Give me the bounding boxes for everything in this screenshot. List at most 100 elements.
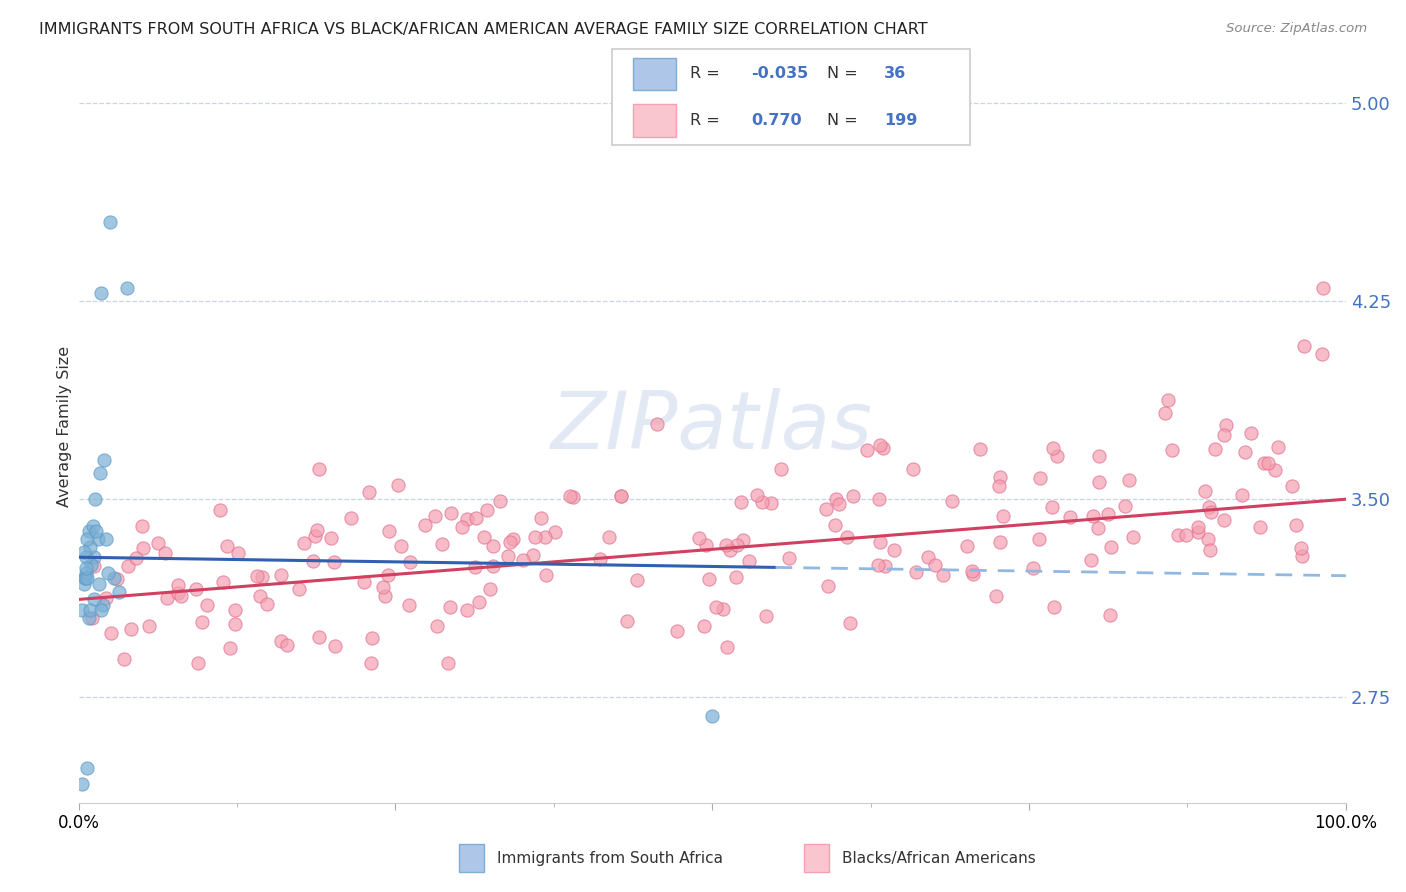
Point	[841, 490, 863, 504]
Point	[1187, 520, 1209, 534]
Point	[738, 554, 761, 568]
Point	[117, 558, 139, 573]
Point	[828, 497, 851, 511]
Point	[304, 529, 326, 543]
Point	[212, 575, 235, 590]
Point	[94, 591, 117, 605]
Point	[184, 582, 207, 596]
Point	[83, 558, 105, 573]
Text: R =: R =	[690, 113, 720, 128]
Point	[1230, 488, 1253, 502]
Point	[82, 518, 104, 533]
Point	[815, 501, 838, 516]
Text: 36: 36	[884, 66, 907, 81]
Point	[598, 530, 620, 544]
Text: 0.770: 0.770	[751, 113, 801, 128]
Point	[75, 561, 97, 575]
Point	[1028, 533, 1050, 547]
Point	[89, 466, 111, 480]
Point	[1199, 543, 1222, 558]
Point	[697, 573, 720, 587]
Point	[704, 600, 727, 615]
Point	[1285, 517, 1308, 532]
Point	[465, 510, 488, 524]
Point	[1174, 527, 1197, 541]
Point	[479, 582, 502, 596]
Point	[72, 603, 94, 617]
Point	[86, 524, 108, 538]
Point	[558, 489, 581, 503]
Point	[246, 568, 269, 582]
Point	[440, 506, 463, 520]
Point	[361, 631, 384, 645]
Point	[1291, 549, 1313, 564]
Point	[91, 598, 114, 612]
Y-axis label: Average Family Size: Average Family Size	[58, 346, 72, 508]
Point	[1080, 553, 1102, 567]
Point	[1097, 507, 1119, 521]
Point	[755, 609, 778, 624]
Point	[190, 615, 212, 629]
Point	[512, 553, 534, 567]
Point	[751, 495, 773, 509]
Point	[319, 531, 342, 545]
Point	[83, 592, 105, 607]
Point	[371, 580, 394, 594]
Point	[155, 591, 177, 606]
Point	[1199, 505, 1222, 519]
Point	[988, 535, 1011, 549]
Point	[73, 571, 96, 585]
Point	[824, 518, 846, 533]
Point	[589, 552, 612, 566]
Point	[536, 568, 558, 582]
Point	[1187, 524, 1209, 539]
Point	[96, 532, 118, 546]
Point	[778, 551, 800, 566]
Point	[733, 533, 755, 547]
Point	[100, 625, 122, 640]
Point	[1267, 440, 1289, 454]
Point	[86, 532, 108, 546]
Point	[115, 281, 138, 295]
Point	[883, 542, 905, 557]
Text: Immigrants from South Africa: Immigrants from South Africa	[496, 851, 723, 865]
Point	[745, 488, 768, 502]
Point	[72, 576, 94, 591]
Point	[432, 537, 454, 551]
Point	[80, 611, 103, 625]
Point	[219, 640, 242, 655]
Point	[125, 551, 148, 566]
Point	[325, 639, 347, 653]
Point	[1029, 471, 1052, 485]
Point	[711, 602, 734, 616]
Point	[209, 503, 232, 517]
Point	[1281, 479, 1303, 493]
Point	[1083, 509, 1105, 524]
Point	[1122, 530, 1144, 544]
Point	[353, 575, 375, 590]
Point	[956, 539, 979, 553]
Point	[90, 603, 112, 617]
Point	[716, 640, 738, 655]
Point	[1264, 462, 1286, 476]
Text: -0.035: -0.035	[751, 66, 808, 81]
Point	[477, 503, 499, 517]
Point	[869, 438, 891, 452]
Point	[1257, 456, 1279, 470]
Point	[1157, 392, 1180, 407]
Point	[472, 530, 495, 544]
Point	[83, 550, 105, 565]
Point	[960, 564, 983, 578]
Point	[456, 512, 478, 526]
Point	[132, 541, 155, 555]
Point	[530, 510, 553, 524]
Point	[1042, 442, 1064, 456]
Point	[468, 595, 491, 609]
Point	[464, 560, 486, 574]
Point	[873, 558, 896, 573]
Point	[502, 532, 524, 546]
Point	[292, 536, 315, 550]
Point	[308, 462, 330, 476]
Point	[131, 519, 153, 533]
Point	[1215, 417, 1237, 432]
